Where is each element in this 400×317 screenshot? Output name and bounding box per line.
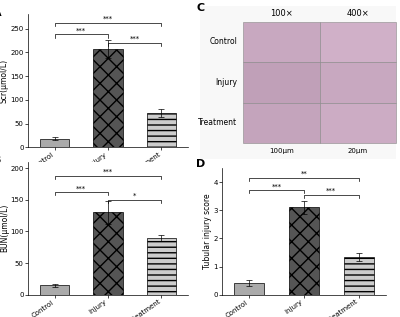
Text: ***: *** <box>103 169 113 175</box>
Bar <box>243 103 320 143</box>
Text: 20μm: 20μm <box>348 148 368 154</box>
Bar <box>147 113 176 147</box>
Bar <box>93 49 123 147</box>
Text: *: * <box>133 193 136 199</box>
Bar <box>40 139 69 147</box>
Text: ***: *** <box>326 188 336 194</box>
Bar <box>320 62 396 103</box>
Bar <box>40 285 69 295</box>
Text: 100μm: 100μm <box>269 148 294 154</box>
Bar <box>93 212 123 295</box>
Text: **: ** <box>301 171 307 177</box>
Text: Control: Control <box>209 37 237 46</box>
Bar <box>320 103 396 143</box>
Text: Injury: Injury <box>215 78 237 87</box>
Bar <box>344 257 374 295</box>
Y-axis label: Scr(μmol/L): Scr(μmol/L) <box>0 59 9 103</box>
Text: ***: *** <box>272 183 282 189</box>
Y-axis label: BUN(μmol/L): BUN(μmol/L) <box>0 204 9 252</box>
Text: ***: *** <box>76 28 86 34</box>
Text: ***: *** <box>130 36 140 42</box>
Text: 100×: 100× <box>270 10 293 18</box>
Bar <box>243 22 320 62</box>
Text: A: A <box>0 8 2 18</box>
Text: C: C <box>196 3 204 13</box>
Bar <box>320 22 396 62</box>
Bar <box>147 238 176 295</box>
Text: ***: *** <box>76 185 86 191</box>
Text: 400×: 400× <box>346 10 369 18</box>
Text: D: D <box>196 159 205 169</box>
Text: ***: *** <box>103 16 113 22</box>
Bar <box>243 62 320 103</box>
Text: Treatment: Treatment <box>198 119 237 127</box>
Text: B: B <box>0 155 1 165</box>
Bar <box>234 283 264 295</box>
Y-axis label: Tubular injury score: Tubular injury score <box>203 194 212 269</box>
Bar <box>289 207 319 295</box>
